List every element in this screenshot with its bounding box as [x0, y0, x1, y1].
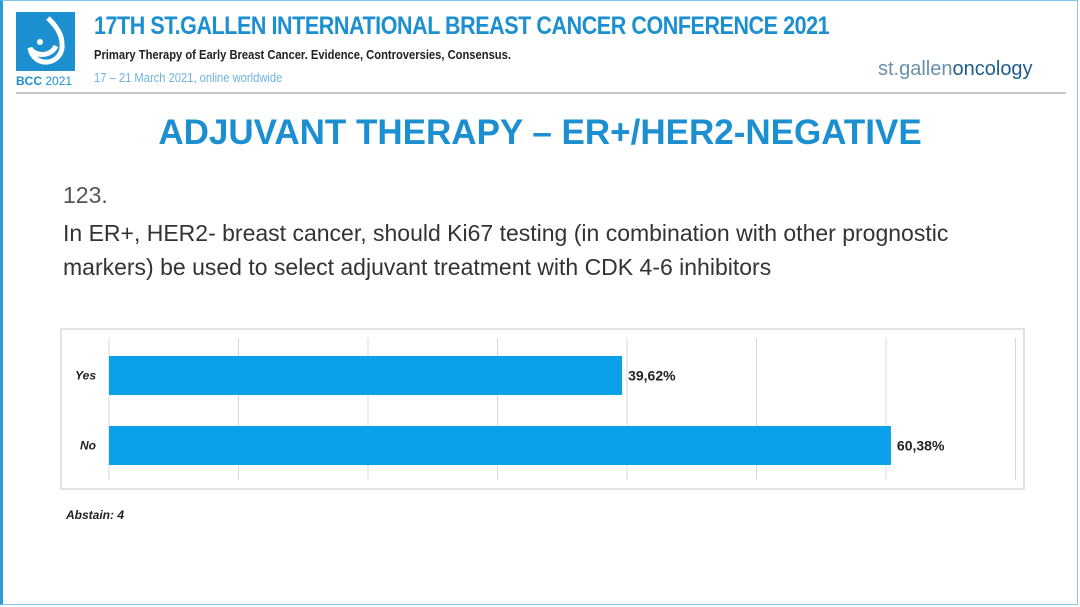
brand-right: oncology: [952, 58, 1033, 80]
bcc-year: BCC 2021: [16, 74, 72, 88]
category-label: Yes: [75, 369, 96, 383]
slide-title: ADJUVANT THERAPY – ER+/HER2-NEGATIVE: [158, 113, 922, 152]
logo-text: BCC: [16, 74, 42, 88]
conference-subtitle: Primary Therapy of Early Breast Cancer. …: [94, 47, 511, 62]
chart-svg: Yes 39,62% No 60,38%: [75, 338, 1016, 480]
bar-chart: Yes 39,62% No 60,38%: [60, 328, 1025, 490]
question-text: In ER+, HER2- breast cancer, should Ki67…: [63, 220, 949, 280]
abstain-count: Abstain: 4: [66, 508, 125, 522]
question-number: 123.: [63, 182, 108, 208]
bcc-logo: [16, 12, 75, 71]
category-label: No: [80, 439, 96, 453]
conference-title: 17TH ST.GALLEN INTERNATIONAL BREAST CANC…: [94, 12, 830, 40]
logo-year: 2021: [45, 74, 73, 88]
stgallen-oncology-logo: st.gallenoncology: [878, 58, 1033, 81]
header-divider: [16, 92, 1066, 94]
brand-left: st.gallen: [878, 58, 953, 80]
bar-yes: [109, 356, 623, 395]
conference-date: 17 – 21 March 2021, online worldwide: [94, 70, 283, 85]
bar-no: [109, 426, 891, 465]
data-label: 60,38%: [897, 438, 945, 454]
data-label: 39,62%: [628, 368, 676, 384]
